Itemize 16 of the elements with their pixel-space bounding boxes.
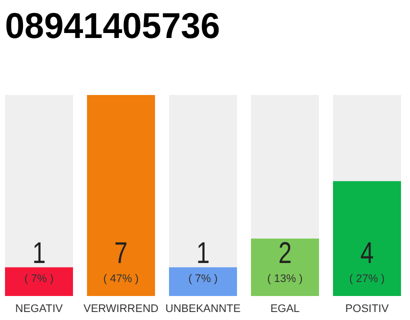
data-label: 2 [278,235,292,270]
chart-title: 08941405736 [5,5,226,46]
annotation: ( 27% ) [349,273,385,285]
data-label: 1 [32,235,46,270]
annotation: ( 7% ) [188,273,218,285]
data-label: 4 [360,235,374,270]
x-tick-label: VERWIRREND [84,303,159,315]
data-label: 7 [114,235,128,270]
x-tick-label: NEGATIV [15,303,64,315]
x-tick-label: EGAL [270,303,300,315]
annotation: ( 47% ) [103,273,139,285]
annotation: ( 7% ) [24,273,54,285]
data-label: 1 [196,235,210,270]
x-tick-label: UNBEKANNTE [165,303,241,315]
annotation: ( 13% ) [267,273,303,285]
x-tick-label: POSITIV [345,303,390,315]
